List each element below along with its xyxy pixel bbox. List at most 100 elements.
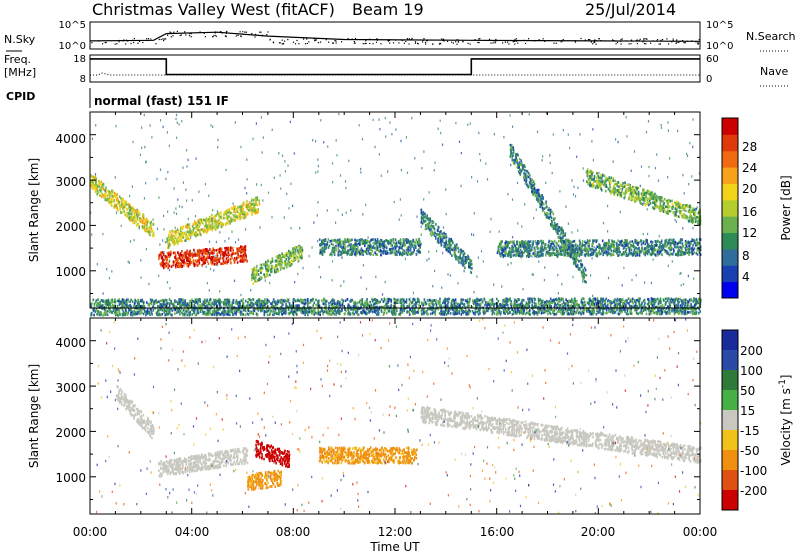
heatmap-cell <box>532 184 534 187</box>
heatmap-cell <box>589 248 592 252</box>
heatmap-cell <box>675 213 677 217</box>
heatmap-cell <box>118 195 121 199</box>
heatmap-cell <box>300 254 303 258</box>
heatmap-cell <box>351 246 353 249</box>
heatmap-cell <box>502 255 505 259</box>
heatmap-cell <box>218 251 220 254</box>
heatmap-cell <box>673 241 675 245</box>
heatmap-cell <box>519 173 522 176</box>
heatmap-cell <box>578 254 581 258</box>
heatmap-cell <box>360 247 363 250</box>
heatmap-cell <box>464 261 466 265</box>
heatmap-cell <box>421 222 424 225</box>
heatmap-cell <box>197 233 199 237</box>
nsky-point <box>376 38 378 40</box>
heatmap-cell <box>672 211 674 214</box>
heatmap-cell <box>664 250 667 254</box>
heatmap-cell <box>521 243 523 247</box>
heatmap-cell <box>345 251 348 254</box>
heatmap-cell <box>548 248 551 251</box>
heatmap-cell <box>329 240 332 243</box>
heatmap-cell <box>203 261 205 265</box>
heatmap-cell <box>639 200 641 203</box>
heatmap-cell <box>677 202 679 206</box>
heatmap-cell <box>187 264 190 268</box>
heatmap-cell <box>626 183 629 186</box>
heatmap-cell <box>548 239 551 243</box>
heatmap-cell <box>397 250 400 254</box>
heatmap-cell <box>441 238 444 241</box>
heatmap-cell <box>201 256 203 259</box>
heatmap-cell <box>673 250 675 253</box>
heatmap-cell <box>264 275 266 279</box>
heatmap-cell <box>195 253 198 257</box>
nsky-series-line <box>89 31 701 42</box>
nsky-point <box>488 38 491 40</box>
heatmap-cell <box>335 244 337 248</box>
heatmap-cell <box>546 215 548 218</box>
heatmap-cell <box>462 253 465 256</box>
heatmap-cell <box>526 244 529 247</box>
heatmap-cell <box>692 243 694 247</box>
heatmap-cell <box>339 240 342 243</box>
heatmap-cell <box>647 245 650 248</box>
nsky-point <box>226 30 228 32</box>
nsky-point <box>170 36 172 38</box>
heatmap-cell <box>186 224 188 227</box>
heatmap-cell <box>662 244 665 247</box>
heatmap-cell <box>675 208 678 212</box>
heatmap-cell <box>595 240 598 244</box>
heatmap-cell <box>288 257 290 261</box>
nsky-point <box>514 39 516 41</box>
heatmap-cell <box>664 244 667 248</box>
heatmap-cell <box>383 251 385 255</box>
heatmap-cell <box>587 253 589 257</box>
heatmap-cell <box>518 164 521 167</box>
heatmap-cell <box>697 212 700 215</box>
heatmap-cell <box>438 235 440 238</box>
heatmap-cell <box>136 216 139 219</box>
heatmap-cell <box>650 192 653 195</box>
heatmap-cell <box>533 253 536 257</box>
heatmap-cell <box>198 229 201 232</box>
heatmap-cell <box>227 208 229 212</box>
heatmap-cell <box>435 237 437 240</box>
heatmap-cell <box>95 185 98 188</box>
nsky-point <box>517 42 519 44</box>
heatmap-cell <box>631 191 633 194</box>
heatmap-cell <box>575 255 577 259</box>
heatmap-cell <box>386 239 388 242</box>
heatmap-cell <box>230 249 232 252</box>
heatmap-cell <box>152 234 154 237</box>
heatmap-cell <box>256 208 258 212</box>
heatmap-cell <box>396 253 398 256</box>
heatmap-cell <box>349 253 351 256</box>
heatmap-cell <box>335 248 337 252</box>
heatmap-cell <box>150 227 153 230</box>
heatmap-cell <box>577 247 580 251</box>
heatmap-cell <box>376 237 379 241</box>
heatmap-cell <box>134 218 136 222</box>
heatmap-cell <box>171 236 174 240</box>
heatmap-cell <box>274 266 276 269</box>
nsky-point <box>589 39 591 41</box>
heatmap-cell <box>518 244 520 248</box>
heatmap-cell <box>511 154 514 158</box>
heatmap-cell <box>255 210 257 213</box>
heatmap-cell <box>233 208 236 211</box>
heatmap-cell <box>374 251 376 254</box>
heatmap-cell <box>557 236 560 239</box>
heatmap-cell <box>124 213 126 216</box>
heatmap-cell <box>541 244 543 247</box>
heatmap-cell <box>283 267 286 270</box>
heatmap-cell <box>591 244 593 248</box>
heatmap-cell <box>402 249 404 252</box>
heatmap-cell <box>672 205 674 208</box>
heatmap-cell <box>143 225 146 229</box>
heatmap-cell <box>571 248 574 252</box>
heatmap-cell <box>639 197 641 200</box>
heatmap-cell <box>132 215 134 219</box>
nsky-point <box>452 42 454 44</box>
heatmap-cell <box>578 239 581 243</box>
heatmap-cell <box>595 254 597 258</box>
